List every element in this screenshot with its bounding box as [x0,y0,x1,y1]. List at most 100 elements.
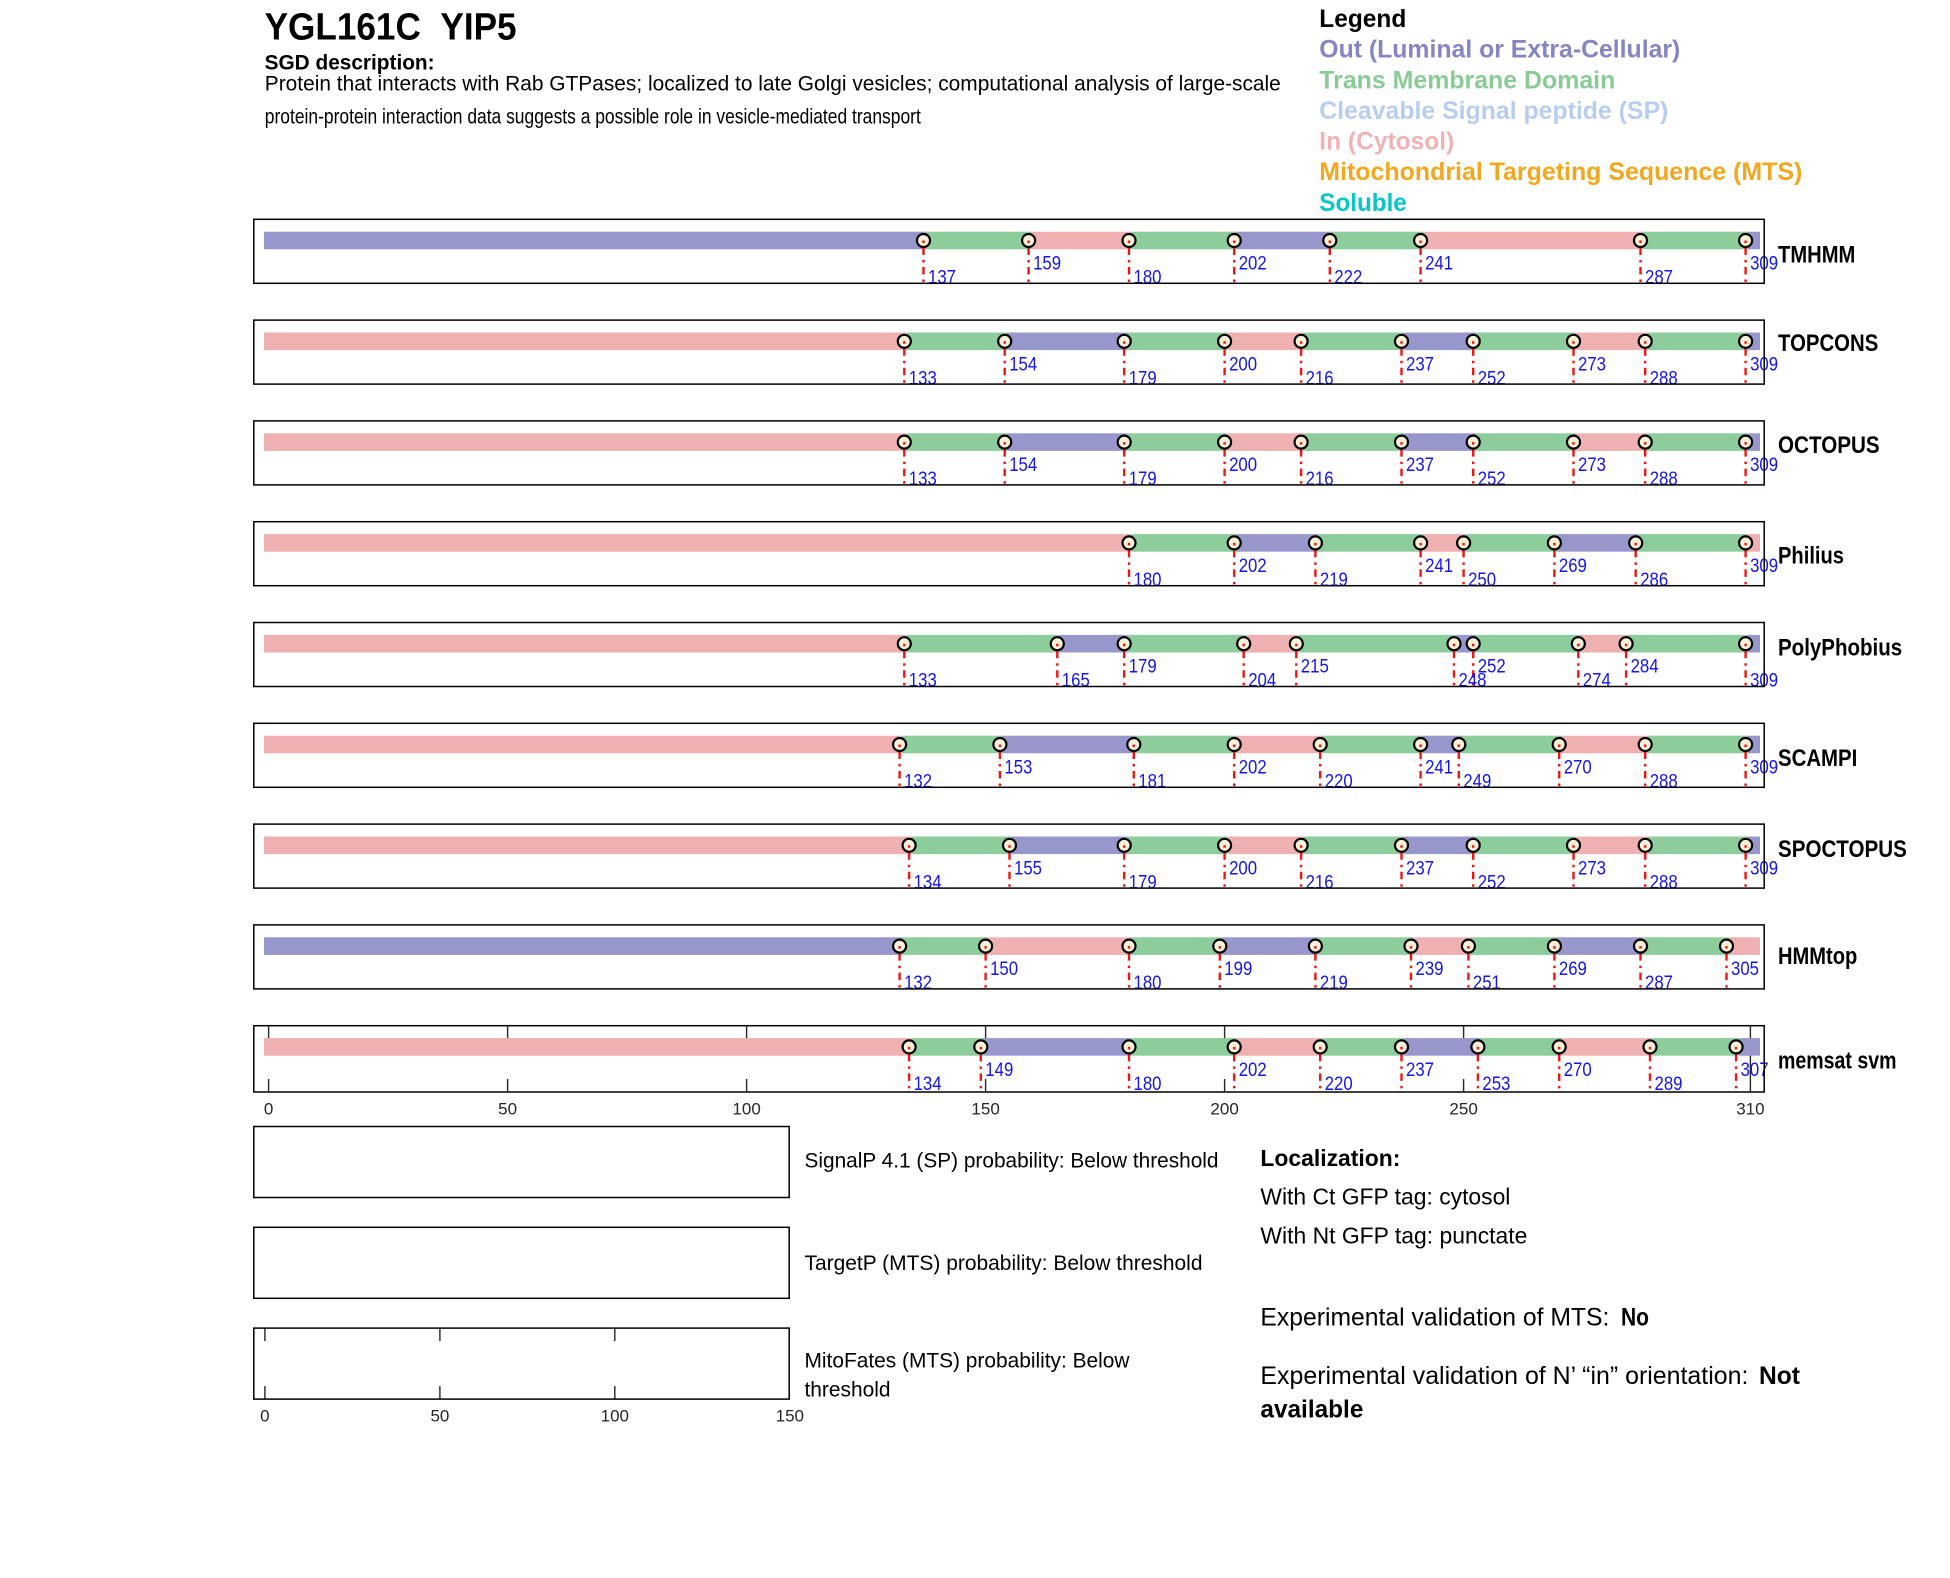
svg-text:219: 219 [1320,569,1348,591]
svg-text:180: 180 [1134,1073,1162,1095]
svg-text:155: 155 [1014,857,1042,879]
svg-text:307: 307 [1741,1059,1769,1081]
svg-text:252: 252 [1478,468,1506,490]
svg-text:SignalP 4.1 (SP) probability:: SignalP 4.1 (SP) probability: Below thre… [805,1149,1219,1172]
svg-text:0: 0 [264,1100,273,1119]
svg-text:310: 310 [1736,1100,1764,1119]
svg-text:252: 252 [1478,871,1506,893]
svg-text:200: 200 [1229,857,1257,879]
svg-text:132: 132 [904,972,932,994]
svg-text:159: 159 [1033,253,1061,275]
svg-text:Trans Membrane Domain: Trans Membrane Domain [1319,66,1615,94]
svg-text:202: 202 [1239,253,1267,275]
svg-text:Out (Luminal or Extra-Cellular: Out (Luminal or Extra-Cellular) [1319,36,1680,64]
svg-text:273: 273 [1578,454,1606,476]
svg-text:273: 273 [1578,857,1606,879]
svg-text:216: 216 [1306,468,1334,490]
svg-text:241: 241 [1425,757,1453,779]
svg-text:241: 241 [1425,555,1453,577]
svg-text:50: 50 [430,1407,449,1426]
svg-text:251: 251 [1473,972,1501,994]
svg-text:181: 181 [1138,771,1166,793]
svg-text:150: 150 [990,958,1018,980]
svg-text:100: 100 [732,1100,760,1119]
svg-text:252: 252 [1478,367,1506,389]
svg-text:220: 220 [1325,1073,1353,1095]
svg-text:SCAMPI: SCAMPI [1778,745,1857,772]
svg-text:202: 202 [1239,757,1267,779]
svg-text:269: 269 [1559,555,1587,577]
svg-text:memsat svm: memsat svm [1778,1047,1897,1074]
svg-text:202: 202 [1239,1059,1267,1081]
svg-text:In (Cytosol): In (Cytosol) [1319,128,1454,156]
svg-text:252: 252 [1478,656,1506,678]
svg-text:273: 273 [1578,353,1606,375]
svg-text:253: 253 [1482,1073,1510,1095]
svg-text:137: 137 [928,267,956,289]
svg-text:protein-protein interaction da: protein-protein interaction data suggest… [265,106,921,129]
svg-text:180: 180 [1134,972,1162,994]
svg-text:Mitochondrial Targeting Sequen: Mitochondrial Targeting Sequence (MTS) [1319,158,1802,186]
svg-text:200: 200 [1210,1100,1238,1119]
svg-text:199: 199 [1224,958,1252,980]
svg-text:149: 149 [985,1059,1013,1081]
svg-text:OCTOPUS: OCTOPUS [1778,432,1880,459]
svg-text:200: 200 [1229,454,1257,476]
svg-text:269: 269 [1559,958,1587,980]
svg-text:202: 202 [1239,555,1267,577]
svg-text:MitoFates (MTS) probability: B: MitoFates (MTS) probability: Below [805,1350,1131,1373]
svg-text:180: 180 [1134,569,1162,591]
svg-text:PolyPhobius: PolyPhobius [1778,634,1902,661]
svg-text:288: 288 [1650,468,1678,490]
svg-text:179: 179 [1129,871,1157,893]
svg-text:Experimental validation of MTS: Experimental validation of MTS: [1260,1304,1609,1332]
svg-text:133: 133 [909,670,937,692]
svg-text:134: 134 [914,1073,942,1095]
svg-text:0: 0 [260,1407,269,1426]
svg-text:133: 133 [909,367,937,389]
svg-text:237: 237 [1406,857,1434,879]
svg-text:180: 180 [1134,267,1162,289]
svg-text:133: 133 [909,468,937,490]
svg-text:Philius: Philius [1778,543,1844,570]
svg-text:288: 288 [1650,771,1678,793]
svg-text:154: 154 [1009,353,1037,375]
svg-text:250: 250 [1449,1100,1477,1119]
svg-text:Cleavable Signal peptide (SP): Cleavable Signal peptide (SP) [1319,97,1668,125]
svg-text:50: 50 [498,1100,517,1119]
svg-text:TargetP (MTS) probability: Bel: TargetP (MTS) probability: Below thresho… [805,1252,1203,1275]
svg-text:286: 286 [1640,569,1668,591]
svg-text:available: available [1260,1395,1363,1423]
svg-text:threshold: threshold [805,1379,891,1402]
svg-text:287: 287 [1645,267,1673,289]
svg-text:179: 179 [1129,468,1157,490]
svg-text:250: 250 [1468,569,1496,591]
svg-text:216: 216 [1306,367,1334,389]
svg-text:134: 134 [914,871,942,893]
svg-text:239: 239 [1416,958,1444,980]
svg-text:HMMtop: HMMtop [1778,943,1857,970]
svg-text:288: 288 [1650,871,1678,893]
svg-text:154: 154 [1009,454,1037,476]
svg-text:150: 150 [971,1100,999,1119]
svg-text:With Nt GFP tag: punctate: With Nt GFP tag: punctate [1260,1223,1527,1249]
svg-text:With Ct GFP tag: cytosol: With Ct GFP tag: cytosol [1260,1184,1510,1210]
svg-text:SPOCTOPUS: SPOCTOPUS [1778,836,1907,863]
svg-text:No: No [1621,1304,1649,1332]
svg-text:270: 270 [1564,1059,1592,1081]
svg-text:216: 216 [1306,871,1334,893]
svg-text:289: 289 [1655,1073,1683,1095]
svg-text:Protein that interacts with Ra: Protein that interacts with Rab GTPases;… [265,72,1281,95]
svg-text:Experimental validation of N’: Experimental validation of N’ “in” orien… [1260,1362,1748,1390]
svg-text:TMHMM: TMHMM [1778,242,1855,269]
svg-text:153: 153 [1004,757,1032,779]
svg-text:222: 222 [1334,267,1362,289]
svg-text:288: 288 [1650,367,1678,389]
svg-text:Not: Not [1759,1362,1801,1390]
svg-text:TOPCONS: TOPCONS [1778,330,1878,357]
svg-text:SGD description:: SGD description: [265,52,435,75]
svg-text:287: 287 [1645,972,1673,994]
svg-text:219: 219 [1320,972,1348,994]
svg-text:305: 305 [1731,958,1759,980]
svg-text:249: 249 [1463,771,1491,793]
